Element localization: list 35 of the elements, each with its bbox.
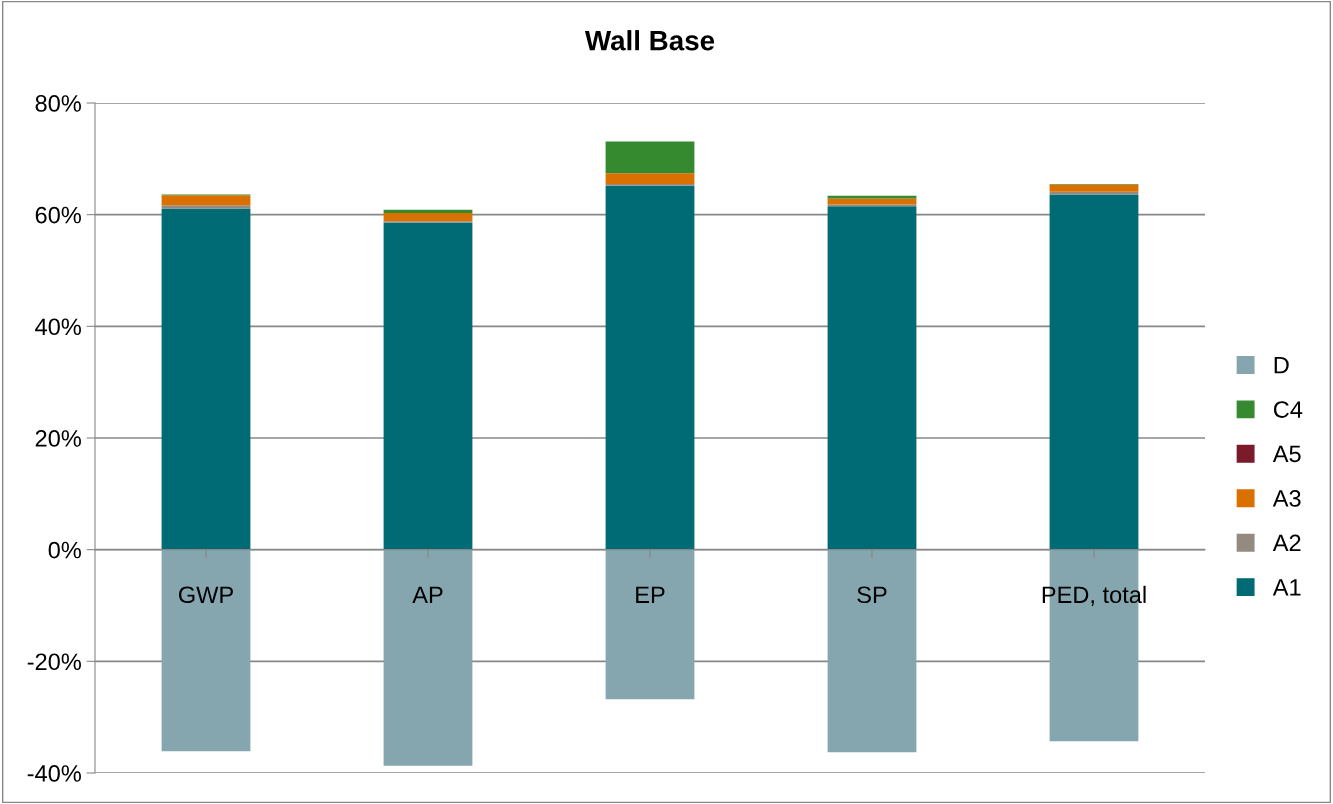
bar (605, 173, 695, 184)
legend-label: A2 (1272, 534, 1301, 551)
bar (1049, 184, 1139, 192)
y-tick-label: 40% (35, 318, 81, 336)
x-tick-label: GWP (178, 586, 233, 604)
bar (383, 549, 473, 766)
bar (605, 185, 695, 550)
legend-label: C4 (1273, 401, 1303, 418)
legend-label: A5 (1272, 445, 1301, 463)
bar (827, 198, 917, 205)
bar (827, 206, 917, 550)
legend-label: D (1274, 356, 1289, 374)
y-tick-label: 0% (48, 541, 81, 559)
x-tick-label: SP (857, 586, 887, 604)
y-tick-label: 60% (35, 206, 81, 224)
bar (161, 195, 251, 206)
y-tick-label: 20% (35, 430, 81, 447)
bar (1049, 191, 1139, 195)
legend-label: A1 (1272, 579, 1301, 596)
bar (161, 208, 251, 550)
bar (827, 549, 917, 753)
y-tick-label: 80% (35, 95, 81, 112)
y-tick-label: -40% (27, 765, 81, 782)
x-tick-label: EP (636, 586, 665, 603)
bar (383, 212, 473, 222)
y-tick-label: -20% (27, 653, 81, 671)
chart-title: Wall Base (584, 30, 715, 51)
bar (383, 222, 473, 550)
bar (605, 549, 695, 700)
bar (161, 205, 251, 209)
bar (1049, 194, 1139, 550)
x-tick-label: AP (412, 586, 443, 603)
legend-label: A3 (1272, 490, 1301, 507)
bar (605, 141, 695, 174)
bar (161, 549, 251, 752)
